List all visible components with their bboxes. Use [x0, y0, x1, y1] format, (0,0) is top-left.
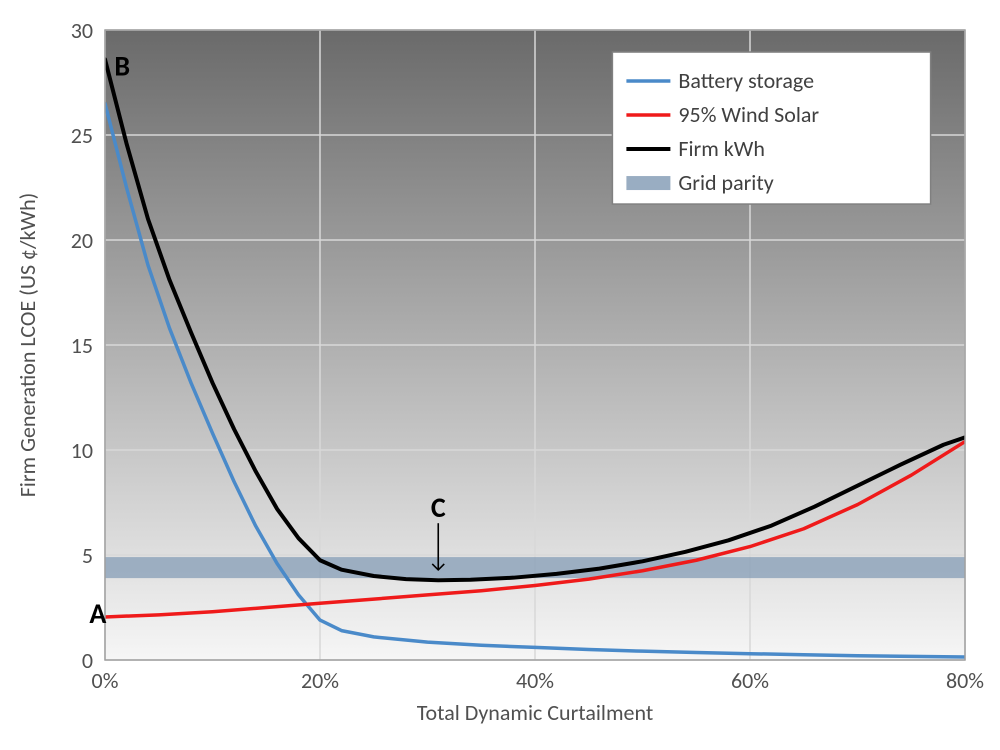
y-tick-label: 30: [71, 17, 93, 44]
legend-label: Grid parity: [678, 169, 773, 196]
legend-label: Battery storage: [678, 67, 814, 94]
y-tick-label: 15: [71, 332, 93, 359]
x-tick-label: 20%: [301, 667, 339, 694]
y-tick-label: 5: [82, 542, 93, 569]
chart-svg: 0% 20% 40% 60% 80% 0 5 10 15 20 25 30 Total Dynamic …: [0, 0, 1000, 750]
x-axis-label: Total Dynamic Curtailment: [417, 699, 653, 726]
x-tick-label: 60%: [731, 667, 769, 694]
legend-swatch: [626, 176, 670, 190]
legend: Battery storage 95% Wind Solar Firm kWh Gri…: [612, 52, 930, 204]
y-tick-label: 10: [71, 437, 93, 464]
y-tick-label: 20: [71, 227, 93, 254]
y-tick-label: 0: [82, 647, 93, 674]
x-tick-label: 40%: [516, 667, 554, 694]
annotation-B: B: [114, 49, 130, 84]
x-tick-label: 80%: [946, 667, 984, 694]
y-tick-label: 25: [71, 122, 93, 149]
lcoe-curtailment-chart: 0% 20% 40% 60% 80% 0 5 10 15 20 25 30 Total Dynamic …: [0, 0, 1000, 750]
y-axis-label: Firm Generation LCOE (US ¢/kWh): [14, 193, 41, 498]
legend-label: Firm kWh: [678, 135, 765, 162]
annotation-A: A: [89, 596, 106, 631]
x-tick-label: 0%: [92, 667, 119, 694]
legend-label: 95% Wind Solar: [678, 101, 819, 128]
annotation-C: C: [431, 490, 446, 525]
